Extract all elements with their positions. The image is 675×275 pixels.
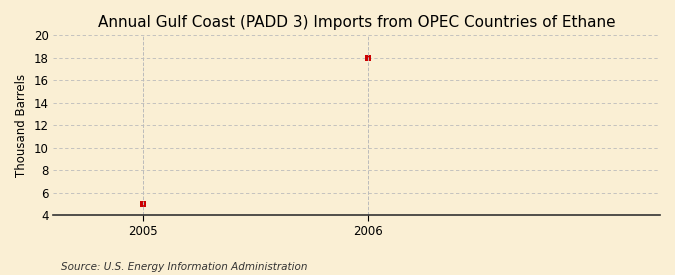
Title: Annual Gulf Coast (PADD 3) Imports from OPEC Countries of Ethane: Annual Gulf Coast (PADD 3) Imports from … (98, 15, 615, 30)
Y-axis label: Thousand Barrels: Thousand Barrels (15, 74, 28, 177)
Text: Source: U.S. Energy Information Administration: Source: U.S. Energy Information Administ… (61, 262, 307, 272)
